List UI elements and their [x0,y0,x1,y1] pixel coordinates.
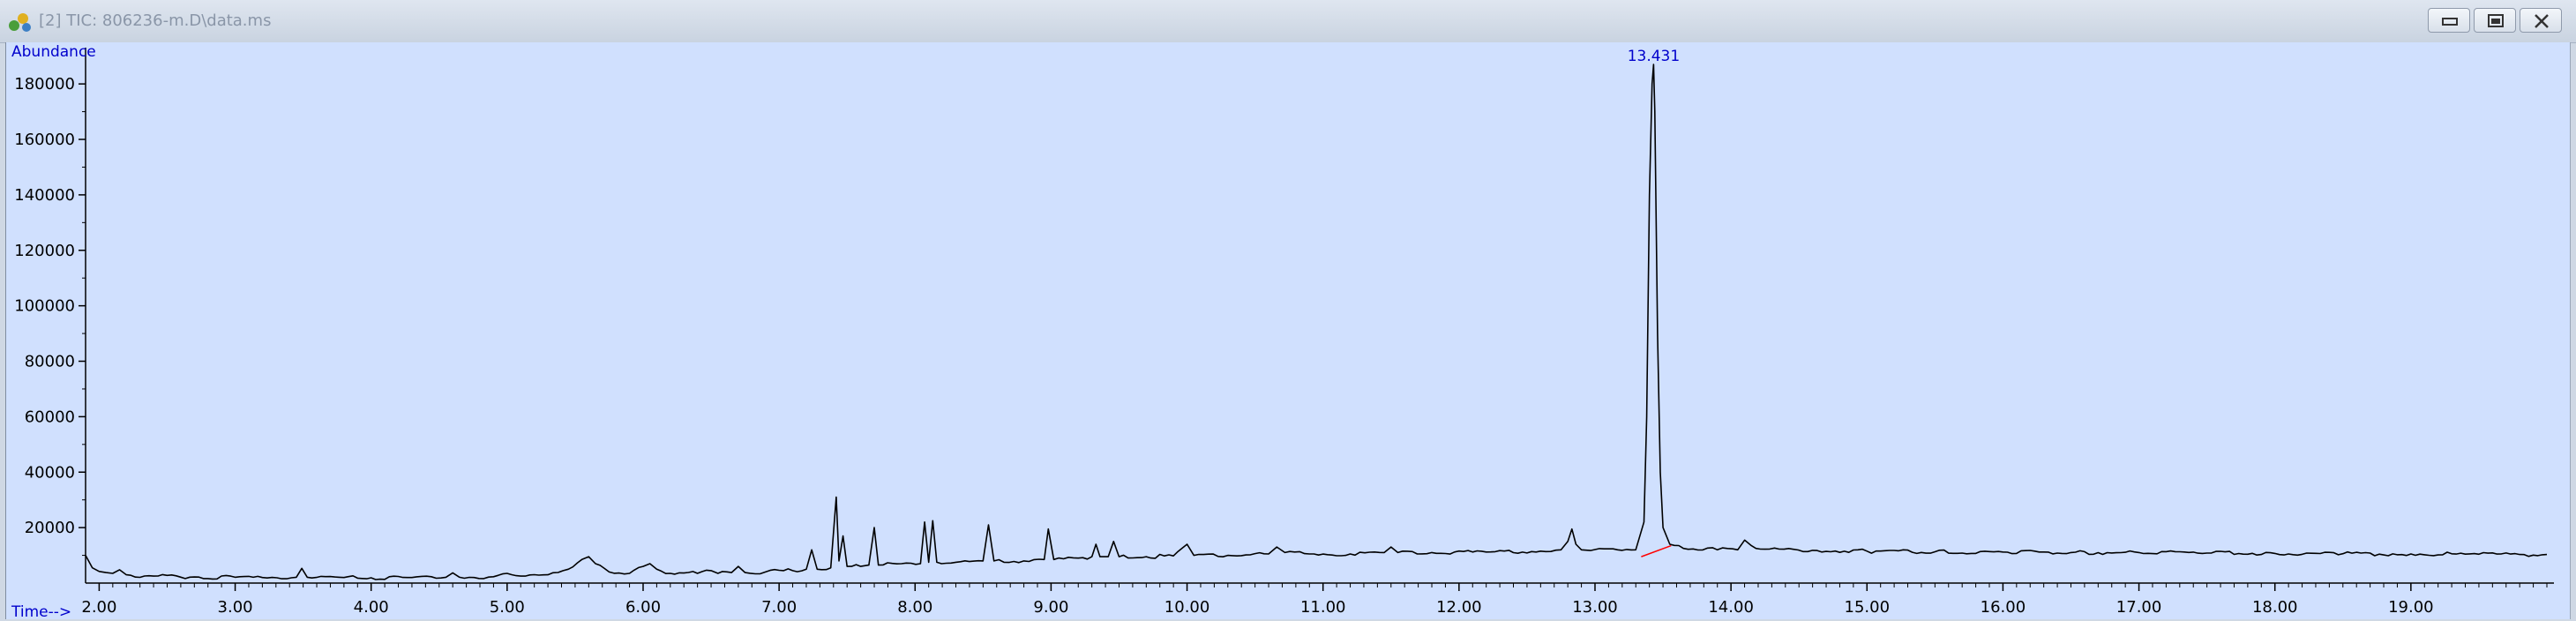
x-tick-label: 7.00 [761,598,797,617]
x-tick-label: 15.00 [1845,598,1891,617]
y-tick-label: 160000 [14,131,75,149]
x-tick-label: 14.00 [1708,598,1754,617]
peak-label: 13.431 [1628,48,1680,65]
restore-button[interactable] [2474,8,2516,33]
y-axis-label: Abundance [11,43,96,61]
plot-area[interactable]: 20000 40000 60000 80000 100000 120000 140000 16… [5,42,2571,619]
y-axis-ticks: 20000 40000 60000 80000 100000 120000 140000 16… [14,75,86,557]
axes [85,48,2554,584]
title-bar[interactable]: [2] TIC: 806236-m.D\data.ms [0,0,2576,43]
x-tick-label: 18.00 [2252,598,2298,617]
chromatogram-app-icon [9,13,31,32]
x-tick-label: 2.00 [81,598,116,617]
y-tick-label: 60000 [25,408,75,426]
y-tick-label: 120000 [14,242,75,260]
close-icon [2535,14,2549,28]
minimize-button[interactable] [2428,8,2470,33]
y-tick-label: 80000 [25,353,75,371]
trace-group: 13.431 [85,48,2548,580]
chart-labels: Abundance Time--> [11,43,96,619]
y-tick-label: 20000 [25,519,75,537]
restore-icon [2488,14,2504,27]
y-tick-label: 140000 [14,186,75,205]
x-tick-label: 5.00 [490,598,525,617]
x-tick-label: 9.00 [1033,598,1068,617]
x-tick-label: 13.00 [1572,598,1618,617]
x-axis-label: Time--> [11,603,71,619]
minimize-icon [2442,18,2458,26]
x-tick-label: 16.00 [1981,598,2026,617]
x-tick-label: 8.00 [897,598,932,617]
x-axis-ticks: 2.00 3.00 4.00 5.00 6.00 7.00 8.00 9.00 10.00 11.… [81,583,2548,617]
x-tick-label: 3.00 [218,598,253,617]
y-tick-label: 40000 [25,463,75,482]
x-tick-label: 17.00 [2116,598,2162,617]
window-title: [2] TIC: 806236-m.D\data.ms [39,11,272,30]
x-tick-label: 10.00 [1164,598,1210,617]
close-button[interactable] [2520,8,2562,33]
x-tick-label: 11.00 [1300,598,1346,617]
x-tick-label: 19.00 [2388,598,2434,617]
y-tick-label: 100000 [14,297,75,316]
peak-baseline-marker [1641,544,1672,557]
y-tick-label: 180000 [14,75,75,94]
x-tick-label: 4.00 [354,598,389,617]
x-tick-label: 12.00 [1436,598,1482,617]
tic-trace-line [85,64,2548,580]
tic-chromatogram-chart[interactable]: 20000 40000 60000 80000 100000 120000 140000 16… [6,42,2570,619]
x-tick-label: 6.00 [625,598,661,617]
